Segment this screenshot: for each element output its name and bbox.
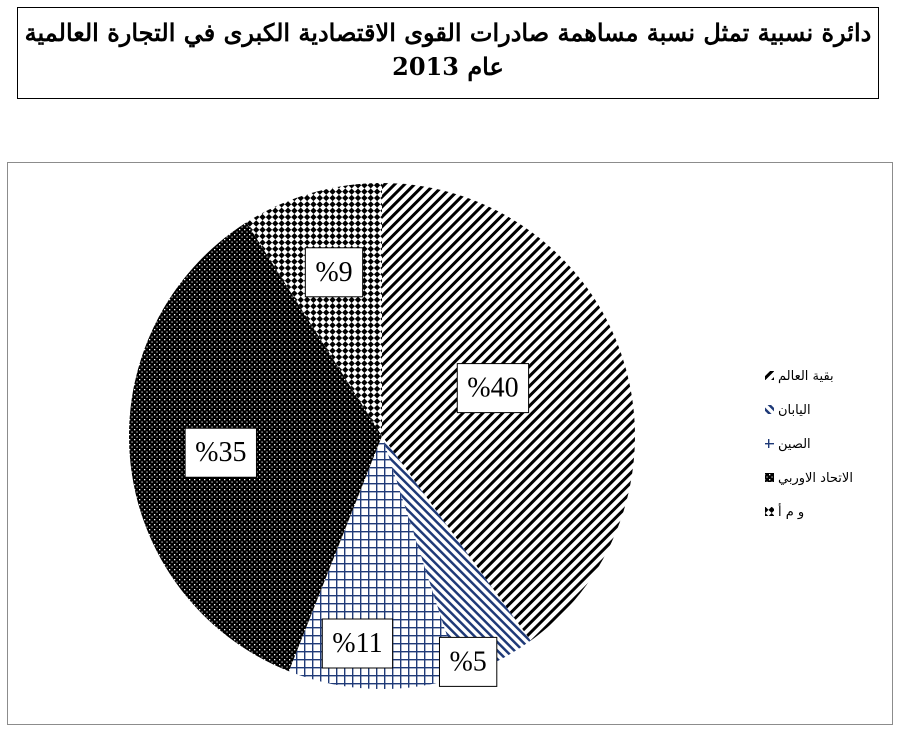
pie-slice-2 <box>382 436 531 677</box>
legend-swatch-5 <box>765 507 774 516</box>
data-label-2: %5 <box>438 636 498 687</box>
data-label-box-1 <box>456 363 530 414</box>
chart-title-line-1: دائرة نسبية تمثل نسبة مساهمة صادرات القو… <box>24 18 872 47</box>
data-label-text-4: %35 <box>195 437 246 468</box>
legend-entry-2: اليابان <box>765 403 811 418</box>
pie-slice-5 <box>246 183 382 436</box>
legend-entry-4: الاتحاد الاوربي <box>765 471 853 486</box>
chart-title-box: دائرة نسبية تمثل نسبة مساهمة صادرات القو… <box>17 7 879 99</box>
pie-chart: %40 %5 %11 %35 %9 بقية العالم اليابان الصين الا… <box>129 183 853 689</box>
data-label-box-3 <box>321 618 394 669</box>
legend-swatch-4 <box>765 473 774 482</box>
data-label-1: %40 <box>456 363 530 414</box>
legend: بقية العالم اليابان الصين الاتحاد الاوربي و … <box>765 369 853 520</box>
legend-entry-3: الصين <box>765 437 811 452</box>
data-label-text-2: %5 <box>449 646 486 677</box>
legend-label-2: اليابان <box>778 403 811 418</box>
pie-data-labels: %40 %5 %11 %35 %9 <box>184 247 530 687</box>
legend-label-5: و م أ <box>778 503 804 520</box>
data-label-4: %35 <box>184 427 257 478</box>
legend-swatch-1 <box>765 371 774 380</box>
pie-slices <box>129 183 636 689</box>
legend-label-4: الاتحاد الاوربي <box>778 471 853 486</box>
legend-label-1: بقية العالم <box>778 369 834 384</box>
chart-title-line-2: عام 2013 <box>392 52 504 81</box>
legend-swatch-2 <box>765 405 774 414</box>
data-label-box-4 <box>184 427 257 478</box>
legend-entry-5: و م أ <box>765 503 804 520</box>
data-label-box-2 <box>438 636 498 687</box>
legend-swatch-3 <box>765 439 774 448</box>
data-label-text-1: %40 <box>467 373 518 404</box>
data-label-box-5 <box>304 247 364 298</box>
chart-frame: %40 %5 %11 %35 %9 بقية العالم اليابان الصين الا… <box>7 162 893 725</box>
data-label-text-5: %9 <box>315 257 352 288</box>
data-label-3: %11 <box>321 618 394 669</box>
legend-label-3: الصين <box>778 437 811 452</box>
legend-entry-1: بقية العالم <box>765 369 834 384</box>
data-label-text-3: %11 <box>332 628 382 659</box>
data-label-5: %9 <box>304 247 364 298</box>
